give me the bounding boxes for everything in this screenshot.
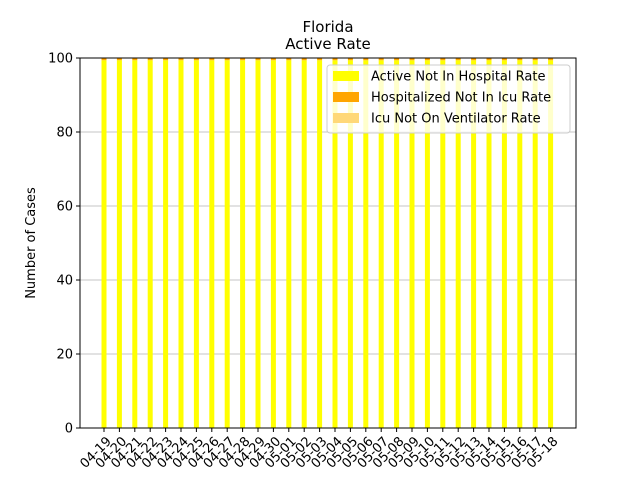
chart-title: Florida [302, 18, 353, 36]
y-tick-label: 40 [56, 274, 73, 289]
bar-segment-1 [347, 60, 353, 428]
y-tick-label: 100 [48, 52, 73, 67]
bar-segment-2 [209, 58, 215, 61]
bar-segment-2 [132, 58, 138, 61]
bar-segment-1 [363, 60, 369, 428]
bar-segment-2 [440, 58, 446, 61]
bar-segment-1 [178, 60, 184, 428]
bar-segment-2 [501, 58, 507, 61]
bar-segment-2 [193, 58, 199, 61]
bar-segment-2 [101, 58, 107, 61]
bar-segment-2 [455, 58, 461, 61]
bar-segment-2 [409, 58, 415, 61]
bar-segment-1 [209, 60, 215, 428]
bar-segment-2 [532, 58, 538, 61]
bar-segment-2 [317, 58, 323, 61]
legend-swatch [333, 71, 359, 81]
legend-label: Active Not In Hospital Rate [371, 70, 545, 85]
bar-segment-2 [548, 58, 554, 61]
bar-segment-1 [455, 60, 461, 428]
bar-segment-1 [163, 60, 169, 428]
bar-segment-1 [240, 60, 246, 428]
bar-segment-1 [224, 60, 230, 428]
legend-swatch [333, 92, 359, 102]
y-tick-label: 80 [56, 126, 73, 141]
bar-segment-1 [255, 60, 261, 428]
bar-segment-1 [193, 60, 199, 428]
legend-swatch [333, 113, 359, 123]
bar-segment-2 [286, 58, 292, 61]
bar-segment-2 [240, 58, 246, 61]
bar-segment-2 [255, 58, 261, 61]
bar-segment-1 [132, 60, 138, 428]
bar-segment-2 [471, 58, 477, 61]
bar-segment-1 [301, 60, 307, 428]
bar-segment-2 [486, 58, 492, 61]
chart-subtitle: Active Rate [285, 35, 371, 53]
grid [80, 131, 576, 355]
bars [101, 58, 554, 428]
bar-segment-2 [394, 58, 400, 61]
y-axis-label: Number of Cases [24, 187, 39, 299]
bar-segment-2 [332, 58, 338, 61]
bar-segment-1 [394, 60, 400, 428]
bar-segment-1 [532, 60, 538, 428]
bar-segment-2 [224, 58, 230, 61]
bar-segment-1 [270, 60, 276, 428]
bar-segment-1 [501, 60, 507, 428]
bar-segment-2 [517, 58, 523, 61]
bar-segment-1 [409, 60, 415, 428]
bar-segment-1 [147, 60, 153, 428]
bar-segment-1 [486, 60, 492, 428]
legend-label: Icu Not On Ventilator Rate [371, 112, 541, 127]
bar-segment-1 [548, 60, 554, 428]
bar-segment-2 [378, 58, 384, 61]
bar-segment-2 [347, 58, 353, 61]
bar-segment-1 [517, 60, 523, 428]
legend-label: Hospitalized Not In Icu Rate [371, 91, 551, 106]
bar-segment-2 [178, 58, 184, 61]
x-axis: 04-1904-2004-2104-2204-2304-2404-2504-26… [78, 428, 561, 472]
bar-segment-1 [471, 60, 477, 428]
y-axis: 0 20 40 60 80 100 [48, 52, 80, 437]
bar-segment-1 [440, 60, 446, 428]
bar-segment-1 [378, 60, 384, 428]
legend: Active Not In Hospital Rate Hospitalized … [326, 64, 571, 134]
y-tick-label: 20 [56, 348, 73, 363]
bar-segment-1 [116, 60, 122, 428]
bar-segment-1 [317, 60, 323, 428]
y-tick-label: 60 [56, 200, 73, 215]
bar-segment-1 [332, 60, 338, 428]
y-tick-label: 0 [65, 422, 73, 437]
bar-segment-2 [270, 58, 276, 61]
bar-segment-2 [116, 58, 122, 61]
legend-box [326, 64, 571, 134]
bar-segment-2 [147, 58, 153, 61]
bar-segment-2 [424, 58, 430, 61]
bar-segment-1 [286, 60, 292, 428]
bar-segment-2 [301, 58, 307, 61]
bar-segment-1 [101, 60, 107, 428]
plot-frame [79, 57, 577, 429]
bar-segment-1 [424, 60, 430, 428]
bar-segment-2 [363, 58, 369, 61]
bar-segment-2 [163, 58, 169, 61]
